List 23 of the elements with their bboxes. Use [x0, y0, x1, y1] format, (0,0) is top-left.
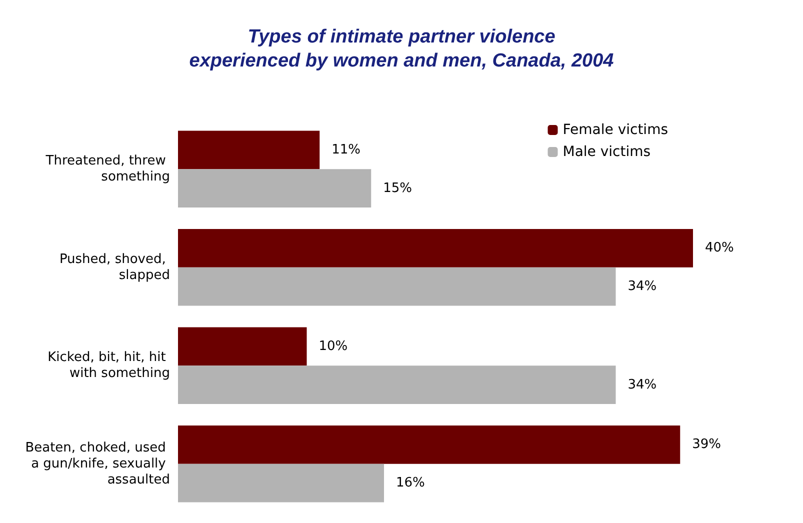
bar	[178, 464, 384, 502]
chart-title: Types of intimate partner violence experienced by women and men, Canada, 2004	[189, 26, 614, 72]
bar	[178, 366, 616, 404]
bar	[178, 327, 307, 366]
bar	[178, 130, 320, 170]
bar	[178, 267, 616, 306]
bar	[178, 229, 693, 268]
legend-label: Female victims	[562, 122, 668, 138]
data-label: 16%	[396, 476, 425, 491]
y-tick-label: Pushed, shoved, slapped	[59, 252, 170, 283]
data-label: 34%	[628, 279, 657, 294]
y-tick-label: Threatened, threw something	[44, 154, 170, 185]
y-tick-label: Beaten, choked, used a gun/knife, sexually assaulted	[25, 440, 170, 488]
data-label: 34%	[628, 377, 657, 392]
legend-label: Male victims	[562, 144, 651, 160]
data-label: 40%	[705, 240, 734, 256]
bar	[178, 426, 680, 464]
bar	[178, 169, 372, 208]
data-label: 39%	[692, 437, 722, 452]
data-label: 11%	[332, 142, 361, 158]
data-label: 10%	[318, 338, 348, 354]
y-tick-label: Kicked, bit, hit, hit with something	[48, 350, 170, 382]
data-label: 15%	[383, 180, 412, 196]
